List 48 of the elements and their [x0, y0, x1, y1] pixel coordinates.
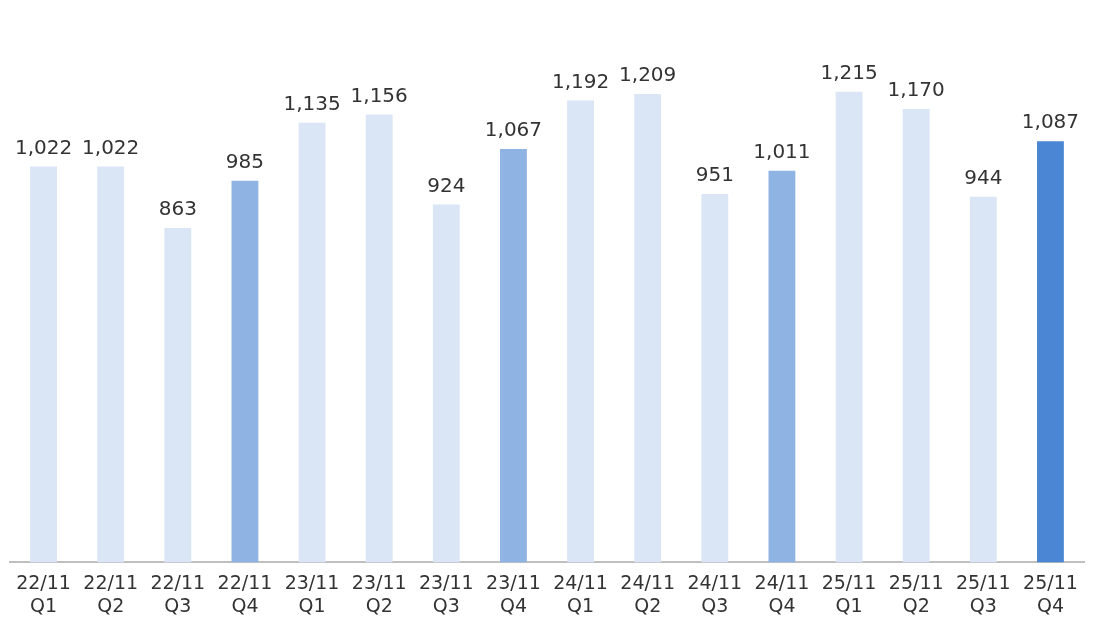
x-tick-label: 25/11 Q3	[955, 570, 1011, 616]
bar	[97, 166, 125, 563]
bar	[30, 166, 57, 563]
bar	[365, 114, 393, 563]
data-label: 1,135	[283, 90, 341, 115]
x-tick-label: 25/11 Q2	[888, 570, 944, 616]
data-label: 944	[964, 164, 1003, 189]
x-tick-label: 22/11 Q3	[150, 570, 206, 616]
x-tick-label: 25/11 Q1	[821, 570, 877, 616]
bar	[567, 100, 594, 563]
bar	[1037, 141, 1064, 563]
x-tick-label: 23/11 Q4	[486, 570, 541, 616]
x-tick-label: 24/11 Q3	[687, 570, 743, 616]
data-label: 924	[427, 172, 466, 197]
data-label: 1,067	[484, 117, 543, 142]
bar	[768, 170, 796, 563]
data-label: 1,156	[350, 82, 408, 107]
bar	[835, 91, 863, 563]
x-tick-label: 22/11 Q1	[16, 570, 71, 616]
x-tick-label: 22/11 Q2	[83, 570, 139, 616]
data-label: 863	[158, 196, 197, 221]
bar	[634, 94, 662, 563]
x-tick-label: 22/11 Q4	[217, 570, 273, 616]
x-tick-label: 24/11 Q2	[620, 570, 676, 616]
bar	[231, 180, 259, 563]
bar	[432, 204, 460, 563]
data-label: 985	[225, 148, 265, 173]
bar	[701, 193, 729, 563]
x-tick-label: 23/11 Q2	[351, 570, 407, 616]
data-label: 1,192	[551, 68, 610, 93]
data-label: 1,011	[753, 138, 811, 163]
data-label: 1,022	[14, 134, 73, 159]
x-tick-label: 25/11 Q4	[1023, 570, 1078, 616]
x-tick-label: 24/11 Q1	[553, 570, 608, 616]
bar	[969, 196, 997, 563]
bar	[500, 149, 527, 563]
x-tick-label: 24/11 Q4	[754, 570, 810, 616]
bar	[902, 109, 930, 563]
bar	[298, 122, 326, 563]
data-label: 1,209	[619, 62, 677, 87]
data-label: 1,087	[1021, 109, 1080, 134]
x-tick-label: 23/11 Q3	[418, 570, 474, 616]
x-tick-label: 23/11 Q1	[284, 570, 340, 616]
bar	[164, 228, 192, 563]
data-label: 1,022	[82, 134, 140, 159]
data-label: 1,170	[887, 77, 945, 102]
data-label: 1,215	[820, 59, 878, 84]
data-label: 951	[695, 162, 734, 187]
